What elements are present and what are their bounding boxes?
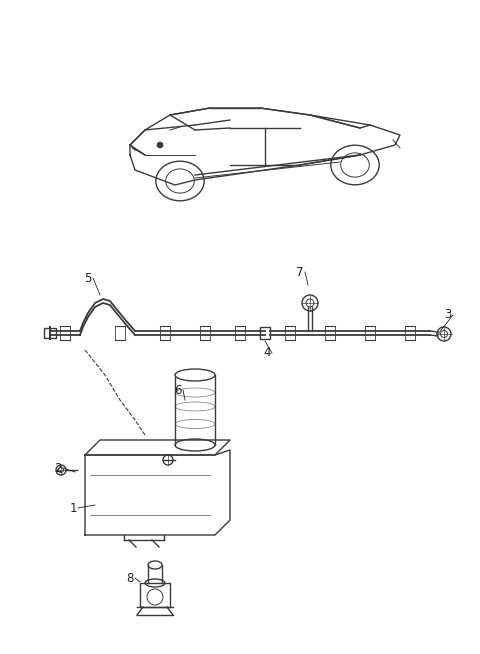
Text: 3: 3: [444, 309, 452, 322]
Text: 6: 6: [174, 383, 182, 396]
Text: 7: 7: [296, 266, 304, 279]
Bar: [260, 327, 270, 339]
Text: 5: 5: [84, 271, 92, 284]
Text: 4: 4: [263, 347, 271, 360]
Circle shape: [157, 142, 163, 148]
Text: 1: 1: [69, 502, 77, 515]
Ellipse shape: [175, 369, 215, 381]
Bar: [44, 328, 56, 338]
Bar: [140, 583, 170, 607]
Text: 2: 2: [54, 462, 62, 475]
Text: 8: 8: [126, 572, 134, 585]
